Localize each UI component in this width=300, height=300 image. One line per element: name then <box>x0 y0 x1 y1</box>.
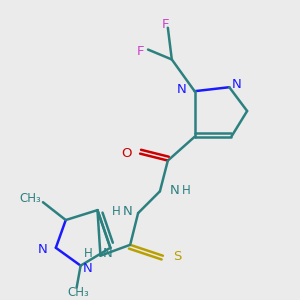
Text: S: S <box>173 250 181 263</box>
Text: H: H <box>182 184 190 197</box>
Text: F: F <box>162 18 169 31</box>
Text: N: N <box>231 78 241 91</box>
Text: N: N <box>122 205 132 218</box>
Text: N: N <box>102 247 112 260</box>
Text: O: O <box>122 147 132 160</box>
Text: N: N <box>38 243 48 256</box>
Text: N: N <box>177 83 187 96</box>
Text: F: F <box>136 45 144 58</box>
Text: H: H <box>112 205 120 218</box>
Text: CH₃: CH₃ <box>68 286 89 299</box>
Text: N: N <box>82 262 92 275</box>
Text: N: N <box>170 184 180 197</box>
Text: H: H <box>84 247 93 260</box>
Text: CH₃: CH₃ <box>19 192 41 205</box>
